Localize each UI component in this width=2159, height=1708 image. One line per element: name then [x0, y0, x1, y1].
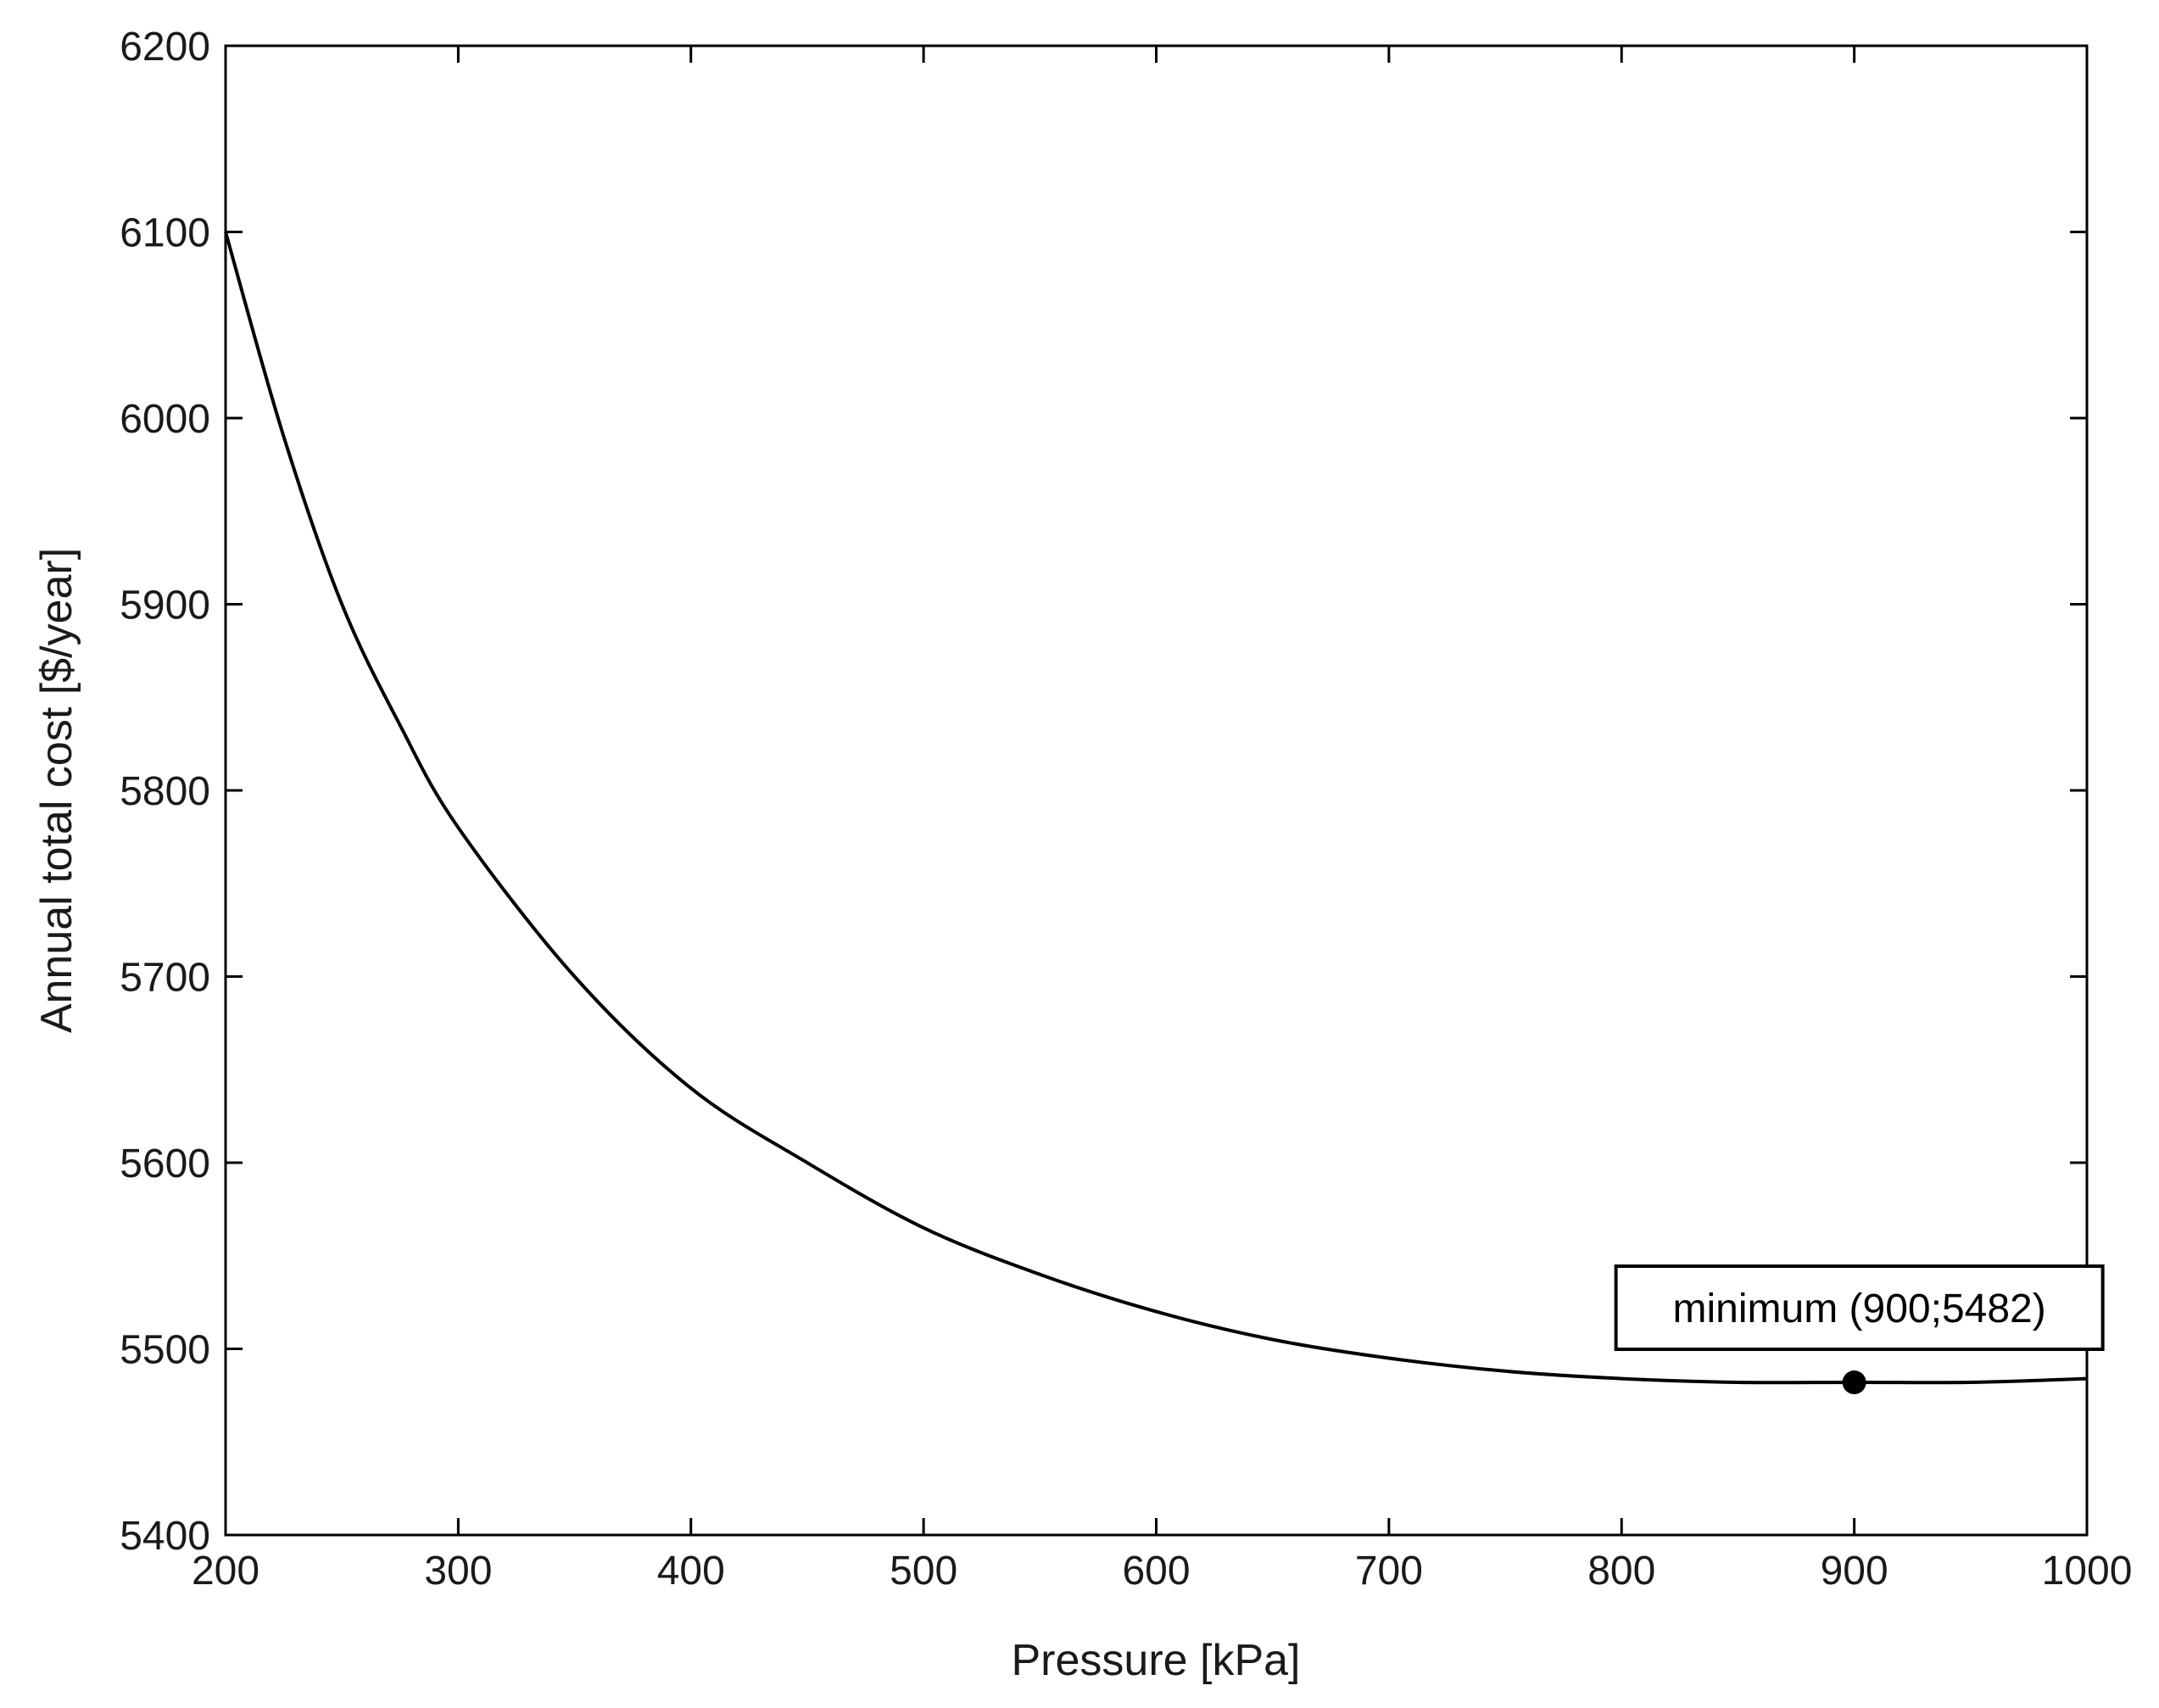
- y-tick-label: 6000: [120, 397, 210, 442]
- minimum-annotation: minimum (900;5482): [1614, 1264, 2105, 1395]
- x-axis-label: Pressure [kPa]: [1011, 1636, 1300, 1685]
- x-tick-label: 900: [1821, 1549, 1888, 1594]
- y-tick-label: 5500: [120, 1328, 210, 1373]
- y-tick-label: 5900: [120, 583, 210, 628]
- cost-curve-line: [224, 231, 2088, 1385]
- x-tick-label: 500: [890, 1549, 957, 1594]
- x-tick-label: 1000: [2042, 1549, 2133, 1594]
- y-tick-label: 5800: [120, 769, 210, 814]
- x-tick-label: 800: [1587, 1549, 1655, 1594]
- x-tick-label: 400: [657, 1549, 725, 1594]
- y-tick-label: 5700: [120, 956, 210, 1001]
- y-tick-label: 5400: [120, 1514, 210, 1559]
- y-tick-label: 6200: [120, 25, 210, 70]
- plot-frame: [224, 44, 2089, 1537]
- y-tick-labels: 5400 5500 5600 5700 5800 5900 6000 6100 6200: [120, 25, 210, 1559]
- y-tick-label: 6100: [120, 211, 210, 256]
- minimum-marker: [1842, 1370, 1866, 1395]
- annotation-box: [1614, 1264, 2105, 1352]
- x-tick-label: 300: [424, 1549, 492, 1594]
- annotation-text: minimum (900;5482): [1673, 1287, 2046, 1331]
- x-tick-label: 200: [192, 1549, 259, 1594]
- x-tick-labels: 200 300 400 500 600 700 800 900 1000: [192, 1549, 2132, 1594]
- y-axis-label: Annual total cost [$/year]: [32, 548, 81, 1033]
- x-tick-label: 600: [1122, 1549, 1190, 1594]
- y-tick-label: 5600: [120, 1141, 210, 1186]
- x-tick-label: 700: [1355, 1549, 1423, 1594]
